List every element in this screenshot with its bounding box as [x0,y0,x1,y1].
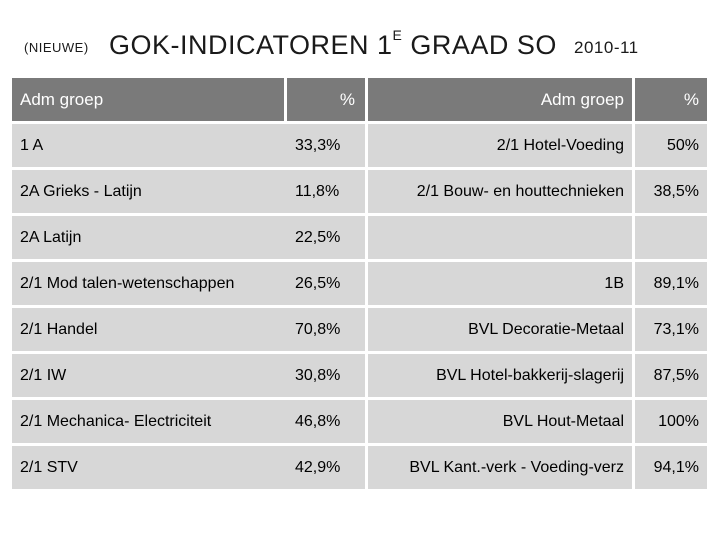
indicator-table: Adm groep % Adm groep % 1 A 33,3% 2/1 Hote… [12,78,707,492]
cell-percent-right: 50% [632,124,707,170]
cell-adm-groep-right: BVL Hotel-bakkerij-slagerij [365,354,632,400]
cell-percent-right [632,216,707,262]
cell-percent-left: 33,3% [287,124,365,170]
table-header-row: Adm groep % Adm groep % [12,78,707,124]
header-adm-groep-right: Adm groep [365,78,632,124]
table-row: 2/1 Mod talen-wetenschappen 26,5% 1B 89,1% [12,262,707,308]
cell-adm-groep-left: 2A Latijn [12,216,287,262]
cell-percent-right: 73,1% [632,308,707,354]
cell-percent-right: 87,5% [632,354,707,400]
cell-percent-right: 94,1% [632,446,707,492]
cell-percent-left: 26,5% [287,262,365,308]
table-row: 2/1 Handel 70,8% BVL Decoratie-Metaal 73,1% [12,308,707,354]
cell-adm-groep-right: BVL Hout-Metaal [365,400,632,446]
header-percent-right: % [632,78,707,124]
cell-adm-groep-right [365,216,632,262]
title-main: GOK-INDICATOREN 1E GRAAD SO [109,27,557,61]
cell-percent-left: 70,8% [287,308,365,354]
cell-adm-groep-left: 2/1 Handel [12,308,287,354]
cell-percent-left: 46,8% [287,400,365,446]
table-row: 1 A 33,3% 2/1 Hotel-Voeding 50% [12,124,707,170]
cell-adm-groep-left: 2/1 STV [12,446,287,492]
cell-adm-groep-right: BVL Decoratie-Metaal [365,308,632,354]
table-row: 2/1 Mechanica- Electriciteit 46,8% BVL Hou… [12,400,707,446]
table-body: Adm groep % Adm groep % 1 A 33,3% 2/1 Hote… [12,78,707,492]
table-row: 2A Latijn 22,5% [12,216,707,262]
table-row: 2/1 IW 30,8% BVL Hotel-bakkerij-slagerij 87… [12,354,707,400]
cell-adm-groep-left: 2/1 IW [12,354,287,400]
header-adm-groep-left: Adm groep [12,78,287,124]
title-prefix: (NIEUWE) [24,40,89,55]
title-main-text: GOK-INDICATOREN 1 [109,30,393,60]
cell-adm-groep-right: 2/1 Bouw- en houttechnieken [365,170,632,216]
cell-percent-left: 22,5% [287,216,365,262]
cell-adm-groep-left: 2/1 Mod talen-wetenschappen [12,262,287,308]
cell-percent-left: 30,8% [287,354,365,400]
cell-adm-groep-left: 2A Grieks - Latijn [12,170,287,216]
title-year: 2010-11 [574,38,639,57]
cell-adm-groep-right: 2/1 Hotel-Voeding [365,124,632,170]
cell-percent-left: 42,9% [287,446,365,492]
header-percent-left: % [287,78,365,124]
table-row: 2/1 STV 42,9% BVL Kant.-verk - Voeding-ver… [12,446,707,492]
cell-percent-right: 38,5% [632,170,707,216]
cell-percent-right: 89,1% [632,262,707,308]
cell-percent-right: 100% [632,400,707,446]
cell-adm-groep-left: 1 A [12,124,287,170]
cell-adm-groep-right: 1B [365,262,632,308]
title-main-suffix: GRAAD SO [402,30,557,60]
cell-adm-groep-right: BVL Kant.-verk - Voeding-verz [365,446,632,492]
cell-adm-groep-left: 2/1 Mechanica- Electriciteit [12,400,287,446]
table-row: 2A Grieks - Latijn 11,8% 2/1 Bouw- en hout… [12,170,707,216]
cell-percent-left: 11,8% [287,170,365,216]
title-superscript: E [392,27,403,43]
